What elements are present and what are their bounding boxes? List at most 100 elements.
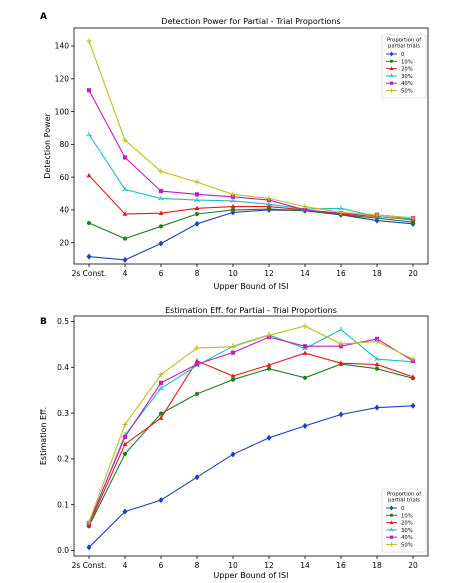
series-5 bbox=[86, 323, 416, 525]
legend-marker bbox=[389, 66, 394, 70]
data-point bbox=[122, 451, 128, 456]
y-tick-label: 0.4 bbox=[57, 363, 69, 372]
series-line bbox=[88, 209, 414, 261]
legend-marker bbox=[389, 73, 394, 78]
data-point bbox=[194, 345, 200, 351]
data-point bbox=[122, 155, 128, 160]
data-point bbox=[86, 88, 92, 93]
data-point bbox=[374, 339, 380, 345]
data-point bbox=[338, 205, 344, 211]
series-line bbox=[88, 208, 414, 240]
x-tick-label: 8 bbox=[195, 269, 200, 278]
data-point bbox=[302, 323, 308, 329]
series-4 bbox=[86, 334, 416, 526]
data-point bbox=[158, 224, 164, 229]
data-point bbox=[194, 192, 200, 197]
series-line bbox=[88, 134, 414, 220]
legend-marker bbox=[389, 81, 394, 85]
data-point bbox=[374, 336, 380, 341]
legend-marker bbox=[389, 505, 394, 511]
series-line bbox=[88, 329, 414, 525]
data-point bbox=[158, 168, 164, 175]
y-tick-label: 140 bbox=[55, 42, 70, 51]
data-point bbox=[86, 519, 92, 525]
data-point bbox=[122, 434, 128, 440]
series-line bbox=[88, 40, 414, 219]
data-point bbox=[302, 207, 308, 213]
series-2 bbox=[86, 350, 416, 527]
x-tick-label: 16 bbox=[336, 269, 346, 278]
y-tick-label: 60 bbox=[59, 173, 69, 182]
legend-marker bbox=[389, 535, 394, 539]
data-point bbox=[338, 411, 344, 418]
x-tick-label: 14 bbox=[300, 561, 310, 570]
data-point bbox=[158, 385, 164, 391]
data-point bbox=[230, 373, 236, 378]
x-tick-label: 18 bbox=[372, 269, 382, 278]
series-5 bbox=[86, 38, 416, 221]
data-point bbox=[194, 205, 200, 211]
x-tick-label: 20 bbox=[408, 269, 418, 278]
panel-label: A bbox=[40, 12, 47, 22]
legend-label: 0 bbox=[401, 52, 405, 58]
legend-marker bbox=[389, 520, 394, 524]
data-point bbox=[122, 441, 128, 447]
y-tick-label: 20 bbox=[59, 238, 69, 247]
legend-marker bbox=[389, 59, 394, 63]
series-4 bbox=[86, 88, 416, 221]
data-point bbox=[338, 209, 344, 216]
x-axis-label: Upper Bound of ISI bbox=[214, 571, 289, 580]
data-point bbox=[230, 451, 236, 458]
y-tick-label: 100 bbox=[55, 107, 70, 116]
panel-label: B bbox=[40, 317, 47, 327]
data-point bbox=[302, 203, 308, 210]
data-point bbox=[374, 356, 380, 362]
data-point bbox=[266, 434, 272, 441]
data-point bbox=[122, 256, 128, 264]
x-tick-label: 2s Const. bbox=[72, 561, 107, 570]
data-point bbox=[374, 404, 380, 411]
series-line bbox=[88, 90, 414, 219]
data-point bbox=[194, 358, 200, 363]
chart-title: Estimation Eff. for Partial - Trial Prop… bbox=[165, 306, 337, 315]
y-tick-label: 40 bbox=[59, 206, 69, 215]
x-tick-label: 8 bbox=[195, 561, 200, 570]
data-point bbox=[410, 374, 416, 379]
y-tick-label: 120 bbox=[55, 75, 70, 84]
y-tick-label: 80 bbox=[59, 140, 69, 149]
series-1 bbox=[86, 362, 416, 529]
data-point bbox=[230, 377, 236, 382]
data-point bbox=[194, 211, 200, 217]
series-line bbox=[88, 336, 414, 524]
series-line bbox=[88, 325, 414, 523]
legend-label: 10% bbox=[401, 59, 413, 65]
data-point bbox=[374, 361, 380, 367]
data-point bbox=[266, 362, 272, 367]
x-tick-label: 12 bbox=[264, 269, 274, 278]
data-point bbox=[194, 474, 200, 481]
data-point bbox=[302, 375, 308, 380]
data-point bbox=[158, 496, 164, 504]
plot-frame bbox=[73, 27, 429, 265]
data-point bbox=[266, 195, 272, 202]
legend-label: 20% bbox=[401, 67, 413, 73]
x-tick-label: 20 bbox=[408, 561, 418, 570]
series-line bbox=[88, 405, 414, 548]
data-point bbox=[302, 350, 308, 355]
chart-title: Detection Power for Partial - Trial Prop… bbox=[161, 17, 340, 26]
series-line bbox=[88, 363, 414, 527]
data-point bbox=[86, 220, 92, 226]
data-point bbox=[374, 366, 380, 371]
data-point bbox=[374, 212, 380, 218]
panel-b: B Estimation Eff. for Partial - Trial Pro… bbox=[39, 306, 429, 580]
legend-title-line2: partial trials bbox=[388, 44, 420, 50]
x-tick-label: 2s Const. bbox=[72, 269, 107, 278]
data-point bbox=[410, 402, 416, 409]
data-point bbox=[338, 326, 344, 332]
series-1 bbox=[86, 207, 416, 241]
data-point bbox=[86, 38, 92, 44]
data-point bbox=[338, 360, 344, 365]
data-point bbox=[86, 172, 92, 178]
data-point bbox=[158, 210, 164, 215]
